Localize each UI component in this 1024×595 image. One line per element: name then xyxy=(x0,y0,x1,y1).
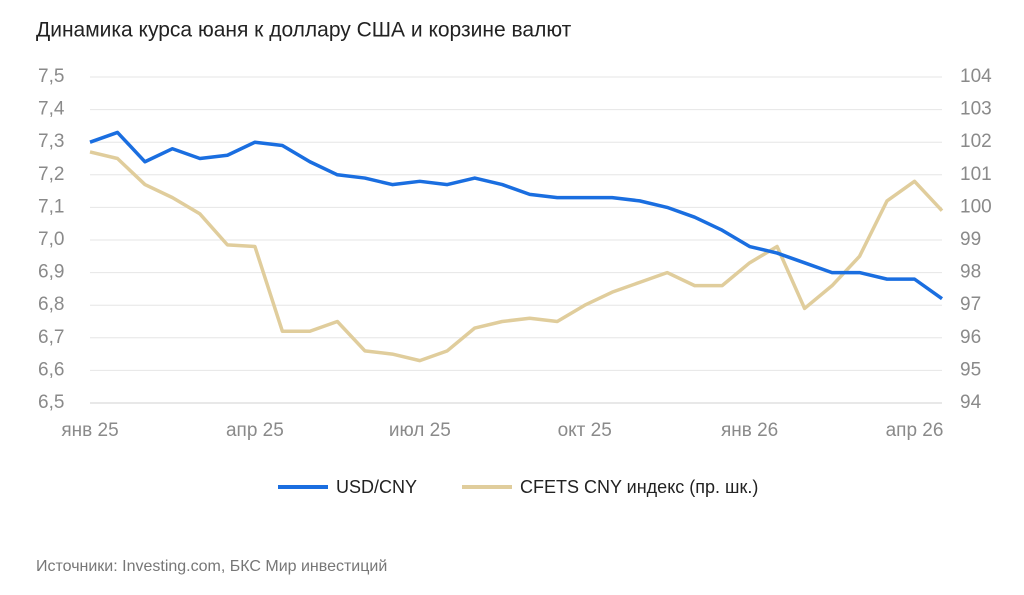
series-line xyxy=(89,150,944,363)
x-tick-label: янв 25 xyxy=(61,420,118,441)
legend-label: USD/CNY xyxy=(336,477,417,497)
y2-tick-label: 99 xyxy=(960,229,981,250)
chart-title: Динамика курса юаня к доллару США и корз… xyxy=(36,19,572,42)
y-tick-label: 6,7 xyxy=(38,327,64,348)
y-tick-label: 7,5 xyxy=(38,66,64,87)
source-note: Источники: Investing.com, БКС Мир инвест… xyxy=(36,558,387,575)
y-tick-label: 6,5 xyxy=(38,392,64,413)
y2-tick-label: 96 xyxy=(960,327,981,348)
y-tick-label: 6,9 xyxy=(38,262,64,283)
x-tick-label: июл 25 xyxy=(389,420,451,441)
y2-tick-label: 95 xyxy=(960,359,981,380)
y-tick-label: 7,3 xyxy=(38,131,64,152)
y-tick-label: 7,4 xyxy=(38,99,65,120)
y2-tick-label: 94 xyxy=(960,392,982,413)
legend-label: CFETS CNY индекс (пр. шк.) xyxy=(520,477,758,497)
y2-tick-label: 97 xyxy=(960,294,981,315)
x-tick-label: янв 26 xyxy=(721,420,778,441)
y2-tick-label: 104 xyxy=(960,66,992,87)
x-tick-label: апр 26 xyxy=(886,420,944,441)
y-tick-label: 7,2 xyxy=(38,164,64,185)
series-line xyxy=(89,130,944,301)
y-tick-label: 6,6 xyxy=(38,359,64,380)
x-tick-label: апр 25 xyxy=(226,420,284,441)
y2-tick-label: 98 xyxy=(960,262,981,283)
x-tick-label: окт 25 xyxy=(558,420,612,441)
y2-tick-label: 103 xyxy=(960,99,992,120)
y2-tick-label: 101 xyxy=(960,164,992,185)
y-tick-label: 7,1 xyxy=(38,196,64,217)
y-tick-label: 7,0 xyxy=(38,229,64,250)
y-tick-label: 6,8 xyxy=(38,294,64,315)
y2-tick-label: 100 xyxy=(960,196,992,217)
y2-tick-label: 102 xyxy=(960,131,992,152)
